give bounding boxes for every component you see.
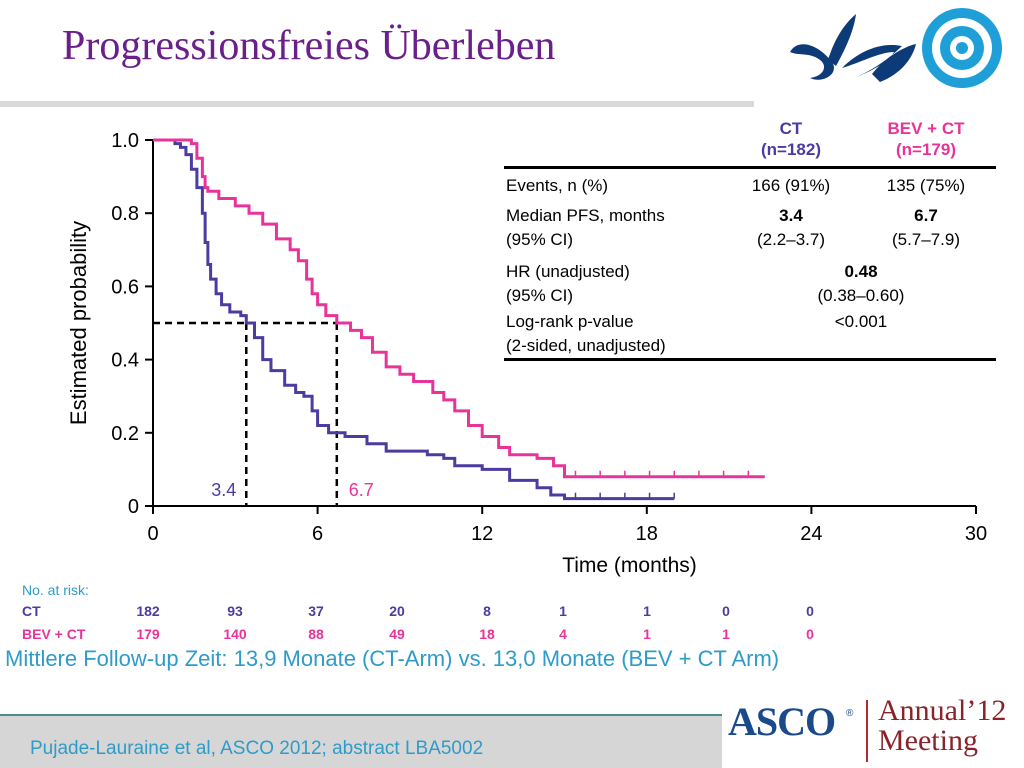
y-tick-label: 0.6 xyxy=(111,276,139,298)
risk-value-ct: 0 xyxy=(722,603,730,619)
title-divider xyxy=(0,101,754,107)
x-tick-label: 6 xyxy=(312,523,323,545)
stats-header-bev: BEV + CT (n=179) xyxy=(887,119,965,159)
y-tick-label: 0.2 xyxy=(111,423,139,445)
risk-value-ct: 182 xyxy=(136,603,160,619)
stats-header-ct: CT (n=182) xyxy=(761,119,821,159)
society-logo-icon xyxy=(790,8,1002,88)
median-ci-label: (95% CI) xyxy=(506,230,574,249)
y-axis-label: Estimated probability xyxy=(66,221,91,425)
median-label-ct: 3.4 xyxy=(211,480,236,500)
meeting-text: Meeting xyxy=(878,724,978,757)
citation: Pujade-Lauraine et al, ASCO 2012; abstra… xyxy=(30,738,484,759)
risk-value-ct: 1 xyxy=(643,603,651,619)
x-tick-label: 12 xyxy=(471,523,493,545)
year-text: ’12 xyxy=(966,694,1007,727)
events-ct: 166 (91%) xyxy=(751,176,831,195)
annual-meeting-logo: Annual’12 Meeting xyxy=(878,696,1006,756)
logo-divider xyxy=(866,700,868,762)
events-bev: 135 (75%) xyxy=(886,176,966,195)
median-ct: 3.4 xyxy=(779,206,803,225)
hr-ci: (0.38–0.60) xyxy=(817,286,905,305)
risk-value-ct: 0 xyxy=(806,603,814,619)
hr-value: 0.48 xyxy=(844,262,878,281)
median-bev: 6.7 xyxy=(914,206,938,225)
stats-top-rule xyxy=(504,166,996,169)
risk-label-ct: CT xyxy=(22,603,41,619)
hr-label: HR (unadjusted) xyxy=(506,262,630,281)
x-tick-label: 30 xyxy=(965,523,987,545)
risk-value-ct: 37 xyxy=(308,603,324,619)
followup-note: Mittlere Follow-up Zeit: 13,9 Monate (CT… xyxy=(5,646,780,671)
hr-ci-label: (95% CI) xyxy=(506,286,574,305)
risk-value-ct: 20 xyxy=(389,603,405,619)
risk-value-bev: 0 xyxy=(806,626,814,642)
x-tick-label: 18 xyxy=(636,523,658,545)
x-tick-label: 0 xyxy=(147,523,158,545)
median-ct-ci: (2.2–3.7) xyxy=(756,230,826,249)
risk-table-title: No. at risk: xyxy=(22,582,89,598)
median-bev-ci: (5.7–7.9) xyxy=(891,230,961,249)
stats-bottom-rule xyxy=(504,358,996,361)
y-tick-label: 0.4 xyxy=(111,350,139,372)
risk-value-ct: 93 xyxy=(227,603,243,619)
logrank-sub: (2-sided, unadjusted) xyxy=(506,336,666,355)
footer-line xyxy=(0,714,722,716)
median-label: Median PFS, months xyxy=(506,206,665,225)
risk-value-ct: 1 xyxy=(559,603,567,619)
risk-label-bev: BEV + CT xyxy=(22,626,86,642)
km-curve-bev xyxy=(153,138,765,479)
x-tick-label: 24 xyxy=(800,523,822,545)
risk-value-bev: 140 xyxy=(223,626,247,642)
y-tick-label: 0.8 xyxy=(111,203,139,225)
risk-value-bev: 1 xyxy=(722,626,730,642)
y-tick-label: 1.0 xyxy=(111,130,139,152)
km-curve-ct xyxy=(153,138,675,501)
slide-title: Progressionsfreies Überleben xyxy=(62,23,556,69)
annual-text: Annual xyxy=(878,694,967,727)
risk-value-bev: 179 xyxy=(136,626,160,642)
logrank-label: Log-rank p-value xyxy=(506,312,634,331)
risk-value-bev: 4 xyxy=(559,626,567,642)
asco-registered-mark: ® xyxy=(846,708,854,719)
risk-value-bev: 88 xyxy=(308,626,324,642)
x-axis-label: Time (months) xyxy=(562,554,697,577)
events-label: Events, n (%) xyxy=(506,176,609,195)
asco-logo: ASCO xyxy=(728,699,836,744)
risk-value-bev: 1 xyxy=(643,626,651,642)
logrank-value: <0.001 xyxy=(834,312,888,331)
y-tick-label: 0 xyxy=(128,496,139,518)
footer-band xyxy=(0,716,722,768)
kaplan-meier-chart: 0 6 12 18 24 30 0 0.2 0.4 0.6 0.8 1.0 Time (months) E… xyxy=(66,130,987,577)
risk-value-ct: 8 xyxy=(483,603,491,619)
median-label-bev: 6.7 xyxy=(349,480,374,500)
risk-value-bev: 18 xyxy=(479,626,495,642)
risk-value-bev: 49 xyxy=(389,626,405,642)
